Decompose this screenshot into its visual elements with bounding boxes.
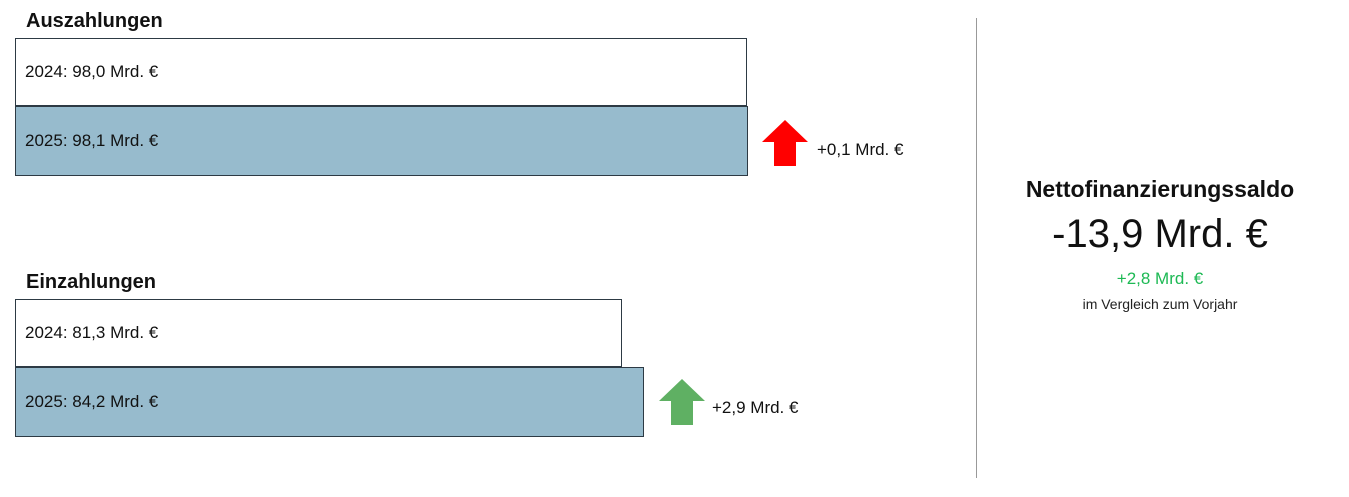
group-title-einzahlungen: Einzahlungen [26, 271, 156, 293]
bar-label: 2025: 84,2 Mrd. € [25, 392, 159, 411]
bar-einzahlungen-2025: 2025: 84,2 Mrd. € [15, 367, 644, 437]
summary-caption: im Vergleich zum Vorjahr [1082, 296, 1238, 312]
arrow-up-green-icon [659, 379, 705, 425]
bar-label: 2025: 98,1 Mrd. € [25, 131, 159, 150]
summary-value: -13,9 Mrd. € [1052, 212, 1268, 256]
summary-title: Nettofinanzierungssaldo [1025, 176, 1295, 202]
arrow-up-red-icon [762, 120, 808, 166]
change-einzahlungen: +2,9 Mrd. € [712, 398, 799, 417]
divider [976, 18, 977, 478]
summary-change: +2,8 Mrd. € [1116, 269, 1204, 288]
change-auszahlungen: +0,1 Mrd. € [817, 140, 904, 159]
bar-auszahlungen-2025: 2025: 98,1 Mrd. € [15, 106, 748, 176]
bar-label: 2024: 98,0 Mrd. € [25, 62, 159, 81]
group-title-auszahlungen: Auszahlungen [26, 10, 163, 32]
bar-einzahlungen-2024: 2024: 81,3 Mrd. € [15, 299, 623, 367]
bar-label: 2024: 81,3 Mrd. € [25, 323, 159, 342]
bar-auszahlungen-2024: 2024: 98,0 Mrd. € [15, 38, 748, 106]
